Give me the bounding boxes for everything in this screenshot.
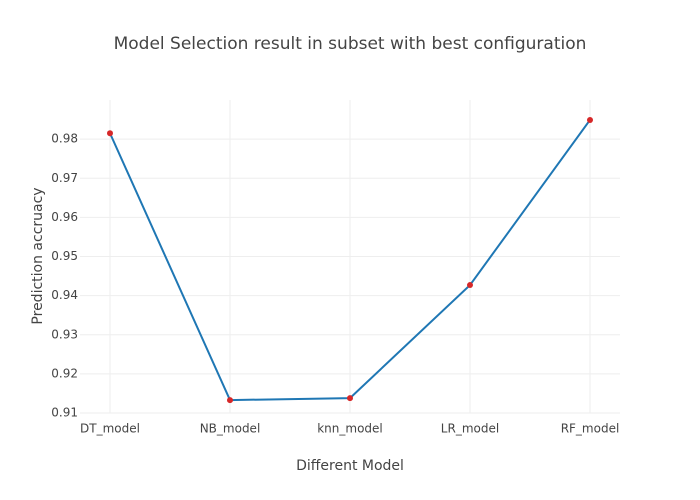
marker [227, 397, 233, 404]
marker [587, 116, 593, 123]
x-tick-label: DT_model [80, 422, 140, 436]
y-tick-label: 0.95 [51, 249, 78, 263]
y-tick-label: 0.91 [51, 406, 78, 420]
x-tick-label: RF_model [561, 422, 620, 436]
marker [107, 130, 113, 137]
chart-title: Model Selection result in subset with be… [114, 34, 587, 54]
y-tick-label: 0.96 [51, 210, 78, 224]
y-tick-label: 0.98 [51, 132, 78, 146]
y-tick-label: 0.92 [51, 366, 78, 380]
x-tick-label: NB_model [200, 422, 261, 436]
x-tick-label: LR_model [441, 422, 499, 436]
y-tick-label: 0.97 [51, 171, 78, 185]
y-tick-label: 0.93 [51, 327, 78, 341]
x-tick-label: knn_model [317, 422, 383, 436]
x-axis-label: Different Model [296, 458, 404, 474]
marker [467, 282, 473, 289]
y-tick-label: 0.94 [51, 288, 78, 302]
marker [347, 395, 353, 402]
y-axis-label: Prediction accruacy [30, 187, 46, 324]
